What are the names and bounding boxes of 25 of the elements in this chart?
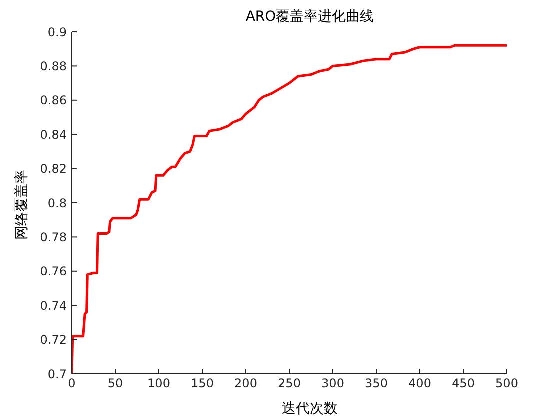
y-tick-label: 0.74 [40,298,67,313]
x-tick-label: 350 [365,376,388,391]
x-tick-label: 400 [408,376,432,391]
x-axis-title: 迭代次数 [281,400,339,418]
x-tick-label: 300 [322,376,344,391]
y-tick-label: 0.76 [40,264,67,279]
y-tick-label: 0.9 [48,25,67,40]
x-tick-label: 500 [496,376,518,391]
y-tick-label: 0.72 [40,333,67,348]
chart-title: ARO覆盖率进化曲线 [244,8,376,26]
y-tick-label: 0.78 [40,230,67,244]
x-tick-label: 250 [278,376,301,391]
y-tick-label: 0.8 [48,196,67,210]
y-tick-label: 0.88 [40,59,67,74]
y-axis-title: 网络覆盖率 [13,170,31,240]
x-tick-label: 150 [191,376,214,391]
x-tick-label: 450 [452,376,475,391]
y-tick-label: 0.84 [40,128,67,142]
y-tick-label: 0.7 [48,367,67,382]
x-tick-label: 200 [234,376,258,391]
x-tick-label: 0 [68,376,76,391]
y-tick-label: 0.82 [40,162,67,176]
x-tick-label: 100 [148,376,170,391]
x-tick-label: 50 [108,376,124,391]
y-tick-label: 0.86 [40,94,67,108]
